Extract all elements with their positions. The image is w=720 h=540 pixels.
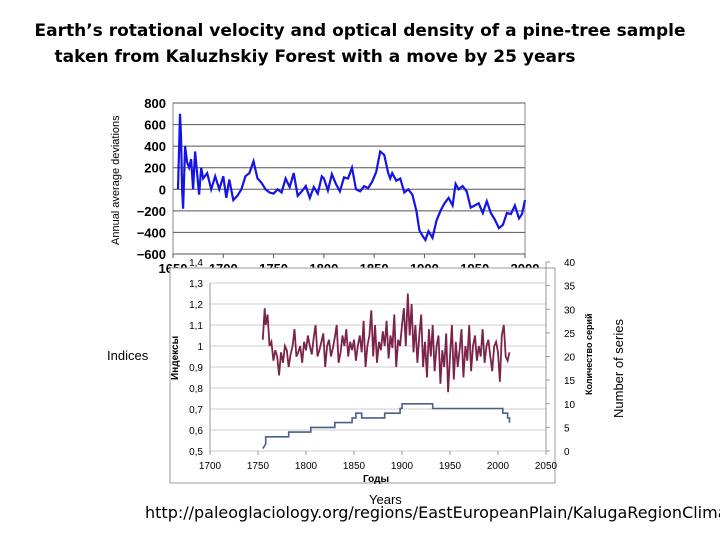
number-of-series-label: Number of series: [611, 319, 626, 418]
bottom-y2-tick-label: 5: [564, 423, 570, 434]
bottom-x-tick-label: 1750: [247, 461, 270, 472]
bottom-y2-tick-label: 25: [564, 329, 576, 340]
bottom-y2-tick-label: 0: [564, 447, 570, 458]
bottom-y-tick-label: 0,6: [189, 426, 203, 437]
bottom-y-tick-label: 0,8: [189, 384, 203, 395]
title-line-1: Earth’s rotational velocity and optical …: [34, 21, 686, 41]
series-count-line: [262, 403, 511, 450]
bottom-y2-tick-label: 30: [564, 305, 576, 316]
top-y-tick-label: 600: [144, 118, 166, 133]
rotation-velocity-line: [176, 113, 527, 243]
top-y-axis-label: Annual average deviations: [110, 115, 122, 245]
indices-label: Indices: [107, 348, 149, 363]
bottom-x-tick-label: 1950: [439, 461, 462, 472]
bottom-y-tick-label: 0,7: [189, 405, 203, 416]
bottom-x-tick-label: 1700: [199, 461, 222, 472]
bottom-y-tick-label: 1,4: [189, 258, 203, 269]
bottom-y2-tick-label: 10: [564, 400, 576, 411]
years-label: Years: [369, 492, 402, 507]
chart-title: Earth’s rotational velocity and optical …: [0, 18, 720, 70]
bottom-x-tick-label: 2000: [487, 461, 510, 472]
top-y-tick-label: 0: [159, 182, 166, 197]
bottom-y2-tick-label: 35: [564, 282, 576, 293]
bottom-x-tick-label: 2050: [535, 461, 558, 472]
source-url: http://paleoglaciology.org/regions/EastE…: [145, 503, 720, 522]
title-line-2: taken from Kaluzhskiy Forest with a move…: [54, 47, 576, 67]
density-index-line: [261, 293, 511, 393]
bottom-y-tick-label: 1,1: [189, 321, 203, 332]
top-y-tick-label: 800: [144, 96, 166, 111]
top-y-tick-label: 400: [144, 139, 166, 154]
bottom-y2-tick-label: 20: [564, 353, 576, 364]
bottom-x-tick-label: 1850: [343, 461, 366, 472]
top-y-tick-label: −200: [137, 204, 166, 219]
bottom-y-tick-labels: 1,4 1,3 1,2 1,1 1 0,9 0,8 0,7 0,6 0,5: [189, 258, 203, 458]
bottom-y-tick-label: 0,5: [189, 447, 203, 458]
bottom-y2-tick-labels: 40 35 30 25 20 15 10 5 0: [546, 258, 576, 458]
bottom-y-tick-label: 1,2: [189, 300, 203, 311]
top-y-tick-label: 200: [144, 161, 166, 176]
top-y-tick-label: −600: [137, 247, 166, 262]
bottom-y-axis-label: Индексы: [170, 336, 181, 380]
bottom-y2-axis-label: Количество серий: [584, 313, 594, 395]
bottom-x-tick-label: 1900: [391, 461, 414, 472]
bottom-x-axis-label: Годы: [363, 474, 389, 485]
bottom-y-tick-label: 1,3: [189, 279, 203, 290]
bottom-y-tick-label: 1: [197, 342, 203, 353]
bottom-y2-tick-label: 15: [564, 376, 576, 387]
top-y-tick-labels: 800 600 400 200 0 −200 −400 −600: [137, 96, 166, 262]
bottom-x-tick-label: 1800: [295, 461, 318, 472]
top-y-tick-label: −400: [137, 225, 166, 240]
bottom-y2-tick-label: 40: [564, 258, 576, 269]
bottom-y-tick-label: 0,9: [189, 363, 203, 374]
bottom-x-tick-labels: 1700 1750 1800 1850 1900 1950 2000 2050: [199, 451, 558, 472]
